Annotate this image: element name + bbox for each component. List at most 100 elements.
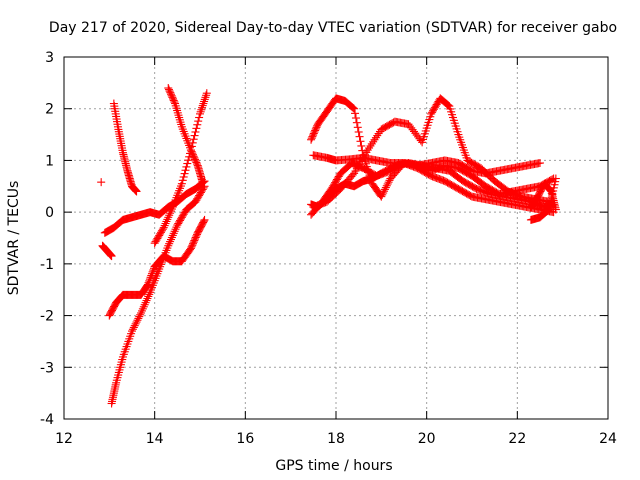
x-tick-label: 16 [236,431,254,447]
data-point-late-b [354,127,363,136]
data-point-late-g [551,174,560,183]
data-point-late-b [357,141,366,150]
data-point-late-c [365,144,374,153]
data-point-late-a [536,159,544,168]
data-point-late-b [380,185,389,194]
data-point-late-b [378,190,387,199]
data-point-early-g [180,169,189,178]
data-point-early-d [131,319,140,328]
data-point-early-g [200,97,209,106]
data-point-early-d [164,241,173,250]
data-point-late-b [380,187,389,196]
y-tick-label: -1 [40,257,54,273]
data-point-early-g [199,99,208,108]
data-point-early-d [135,312,144,321]
data-point-early-g [198,103,207,112]
data-point-late-b [356,137,365,146]
data-point-early-g [166,207,175,216]
data-point-early-d [129,323,138,332]
data-point-late-f [532,194,541,203]
data-point-early-g [159,223,168,232]
data-point-early-c [149,266,158,275]
data-point-early-g [161,219,170,228]
data-point-isolated [97,178,106,187]
data-point-early-c [143,280,152,289]
data-point-late-b [383,179,392,188]
data-point-late-c [370,135,379,144]
data-point-late-c [443,100,452,109]
data-point-early-d [169,229,178,238]
data-point-early-g [201,93,210,102]
data-point-early-g [183,159,192,168]
data-point-late-c [367,139,376,148]
data-point-early-f [198,177,207,186]
data-point-late-b [352,118,361,127]
data-point-early-d [140,300,149,309]
data-point-early-g [182,162,191,171]
data-point-early-c [199,217,208,226]
data-point-early-d [171,225,180,234]
data-point-early-g [198,101,207,110]
data-point-early-f [170,97,179,106]
data-point-early-g [194,117,203,126]
data-point-early-g [178,176,187,185]
data-point-early-g [190,131,199,140]
data-point-late-c [373,131,382,140]
data-point-early-g [162,217,171,226]
data-point-early-c [146,273,155,282]
data-point-early-b [107,252,116,261]
data-point-late-c [444,101,453,110]
data-point-early-d [170,227,179,236]
data-point-early-e [132,187,141,196]
data-point-early-g [186,146,195,155]
y-tick-label: -3 [40,360,54,376]
data-point-early-g [193,120,202,129]
data-point-early-d [137,308,146,317]
data-point-early-d [165,239,174,248]
data-point-early-g [167,205,176,214]
data-point-early-c [142,282,151,291]
y-tick-label: 3 [45,50,54,66]
data-point-early-g [192,124,201,133]
data-point-early-d [128,325,137,334]
data-point-late-b [382,181,391,190]
data-point-early-g [184,156,193,165]
data-point-late-g [544,206,553,215]
data-point-early-g [197,105,206,114]
data-point-early-g [187,142,196,151]
data-point-late-b [355,132,364,141]
data-point-early-d [199,183,208,192]
y-tick-label: -4 [40,412,54,428]
x-tick-label: 18 [327,431,345,447]
data-point-early-d [145,290,154,299]
data-point-late-g [543,207,552,216]
data-point-late-b [349,103,358,112]
data-point-early-g [188,138,197,147]
data-point-early-g [202,89,211,98]
data-point-early-g [200,95,209,104]
data-point-early-d [134,314,143,323]
data-point-early-g [160,221,169,230]
data-point-early-d [168,231,177,240]
x-axis-label: GPS time / hours [275,458,392,474]
y-axis-label: SDTVAR / TECUs [6,181,22,296]
x-tick-label: 24 [599,431,617,447]
data-point-early-g [181,166,190,175]
data-point-early-d [136,310,145,319]
data-point-late-b [384,178,393,187]
data-point-early-g [186,149,195,158]
data-point-early-d [142,296,151,305]
data-point-early-d [141,298,150,307]
y-tick-label: 1 [45,153,54,169]
data-point-early-d [144,292,153,301]
data-point-late-c [366,141,375,150]
data-point-early-d [172,223,181,232]
data-point-early-g [164,213,173,222]
data-point-early-g [163,215,172,224]
data-point-early-g [185,152,194,161]
data-point-early-g [196,109,204,118]
data-point-early-g [191,127,200,136]
data-point-early-d [133,316,142,325]
data-point-late-f [551,205,560,214]
